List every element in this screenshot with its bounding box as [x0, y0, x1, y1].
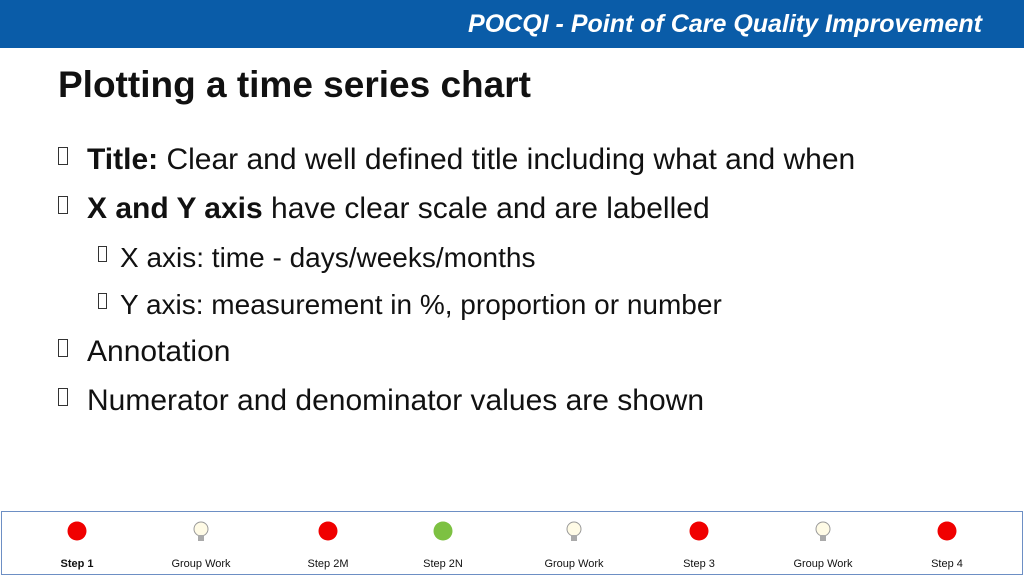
bulb-icon: [193, 521, 209, 537]
step-label: Group Work: [544, 558, 604, 570]
bullet-item: Numerator and denominator values are sho…: [0, 379, 1024, 428]
bullet-bold: Title:: [87, 143, 159, 176]
step-label: Step 4: [931, 558, 963, 570]
bullet-marker: [58, 147, 68, 165]
bullet-text: Numerator and denominator values are sho…: [87, 384, 705, 417]
bullet-text: X axis: time - days/weeks/months: [120, 242, 536, 273]
step-label: Step 2M: [308, 558, 349, 570]
bullet-marker: [58, 339, 68, 357]
bulb-icon: [566, 521, 582, 537]
step: Group Work: [793, 521, 853, 570]
bullet-marker: [98, 246, 107, 262]
step: Step 4: [931, 521, 963, 570]
bullet-bold: X and Y axis: [87, 192, 263, 225]
bulb-base: [571, 535, 577, 541]
step-label: Step 1: [60, 558, 93, 570]
bullet-item: Title: Clear and well defined title incl…: [0, 138, 1024, 187]
bullet-marker: [58, 196, 68, 214]
bullet-text: have clear scale and are labelled: [271, 192, 710, 225]
step: Step 2M: [308, 521, 349, 570]
step-dot: [937, 521, 957, 541]
bullet-item: X axis: time - days/weeks/months: [0, 236, 1024, 283]
bullet-marker: [58, 388, 68, 406]
bullet-item: X and Y axis have clear scale and are la…: [0, 187, 1024, 236]
slide-title: Plotting a time series chart: [58, 64, 531, 105]
step-dot: [689, 521, 709, 541]
step-nav: Step 1 Group Work Step 2M Step 2N Group Work…: [1, 511, 1023, 575]
bulb-base: [820, 535, 826, 541]
step: Step 2N: [423, 521, 463, 570]
bulb-icon: [815, 521, 831, 537]
step-label: Step 2N: [423, 558, 463, 570]
step-label: Group Work: [171, 558, 231, 570]
step-label: Group Work: [793, 558, 853, 570]
step: Step 1: [60, 521, 94, 570]
step-dot: [433, 521, 453, 541]
bullet-marker: [98, 293, 107, 309]
step: Group Work: [171, 521, 231, 570]
step: Group Work: [544, 521, 604, 570]
bullet-text: Y axis: measurement in %, proportion or …: [120, 289, 722, 320]
step-label: Step 3: [683, 558, 715, 570]
step-dot: [318, 521, 338, 541]
bullet-item: Annotation: [0, 330, 1024, 379]
bullet-text: Annotation: [87, 335, 231, 368]
bulb-base: [198, 535, 204, 541]
bullet-list: Title: Clear and well defined title incl…: [0, 138, 1024, 428]
header-bar: POCQI - Point of Care Quality Improvemen…: [0, 0, 1024, 48]
step: Step 3: [683, 521, 715, 570]
step-dot: [67, 521, 87, 541]
bullet-text: Clear and well defined title including w…: [166, 143, 856, 176]
header-title: POCQI - Point of Care Quality Improvemen…: [468, 10, 982, 38]
bullet-item: Y axis: measurement in %, proportion or …: [0, 283, 1024, 330]
